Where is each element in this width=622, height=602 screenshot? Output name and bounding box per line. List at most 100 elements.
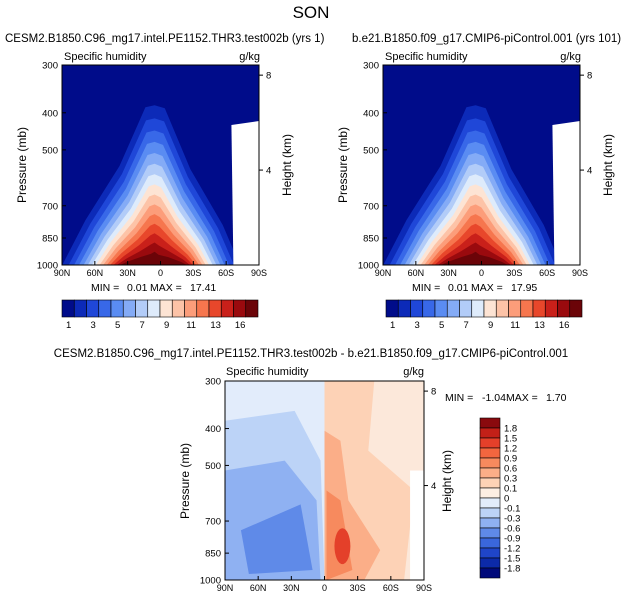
x-tick-label: 30S bbox=[350, 583, 366, 593]
y-tick-label: 850 bbox=[205, 549, 221, 560]
panel-3: CESM2.B1850.C96_mg17.intel.PE1152.THR3.t… bbox=[54, 348, 568, 593]
x-tick-label: 90N bbox=[54, 268, 71, 278]
colorbar-box bbox=[122, 299, 136, 318]
colorbar-box bbox=[557, 299, 571, 318]
panel-1-variable: Specific humidity bbox=[64, 51, 147, 63]
colorbar-box bbox=[479, 437, 501, 449]
x-tick-label: 90S bbox=[416, 583, 432, 593]
panel-1-title: CESM2.B1850.C96_mg17.intel.PE1152.THR3.t… bbox=[5, 33, 325, 45]
colorbar-box bbox=[479, 507, 501, 519]
colorbar-box bbox=[508, 299, 522, 318]
colorbar-box bbox=[184, 299, 198, 318]
y-tick-label: 850 bbox=[42, 234, 58, 245]
colorbar-box bbox=[61, 299, 75, 318]
colorbar-box bbox=[495, 299, 509, 318]
panel-3-y-axis: 300 400 500 700 850 1000 bbox=[200, 377, 229, 587]
colorbar-label: 16 bbox=[559, 320, 570, 331]
x-tick-label: 90N bbox=[217, 583, 234, 593]
colorbar-label: 9 bbox=[488, 320, 493, 331]
panel-1-max-value: 17.41 bbox=[190, 282, 216, 294]
y-tick-label: 300 bbox=[363, 61, 379, 72]
colorbar-label: 5 bbox=[439, 320, 444, 331]
panel-2-min-value: 0.01 bbox=[448, 282, 469, 294]
colorbar-label: -1.2 bbox=[504, 544, 520, 555]
panel-1-y-axis: 300 400 500 700 850 1000 bbox=[37, 61, 66, 272]
x-tick-label: 30N bbox=[283, 583, 300, 593]
panel-1-x-axis: 90N 60N 30N 0 30S 60S 90S bbox=[54, 261, 267, 278]
colorbar-label: 1.8 bbox=[504, 424, 517, 435]
colorbar-label: -0.3 bbox=[504, 514, 520, 525]
colorbar-box bbox=[171, 299, 185, 318]
contour-level bbox=[119, 251, 187, 265]
colorbar-box bbox=[479, 547, 501, 559]
colorbar-label: 16 bbox=[235, 320, 246, 331]
masked-region bbox=[231, 121, 259, 265]
panel-2-contours bbox=[383, 65, 580, 265]
panel-2-title: b.e21.B1850.f09_g17.CMIP6-piControl.001 … bbox=[352, 33, 621, 45]
colorbar-box bbox=[73, 299, 87, 318]
colorbar-box bbox=[569, 299, 583, 318]
colorbar-label: 3 bbox=[414, 320, 419, 331]
x-tick-label: 60N bbox=[250, 583, 267, 593]
x-tick-label: 60N bbox=[87, 268, 104, 278]
colorbar-box bbox=[434, 299, 448, 318]
colorbar-label: -0.6 bbox=[504, 524, 520, 535]
y-tick-label: 500 bbox=[205, 461, 221, 472]
colorbar-label: 7 bbox=[463, 320, 468, 331]
x-tick-label: 90S bbox=[251, 268, 267, 278]
colorbar-box bbox=[98, 299, 112, 318]
colorbar-box bbox=[446, 299, 460, 318]
colorbar-box bbox=[135, 299, 149, 318]
colorbar-box bbox=[422, 299, 436, 318]
colorbar-box bbox=[479, 427, 501, 439]
colorbar-label: -0.1 bbox=[504, 504, 520, 515]
x-tick-label: 90N bbox=[375, 268, 392, 278]
panel-3-ylabel: Pressure (mb) bbox=[178, 443, 192, 519]
y-tick-label: 400 bbox=[42, 108, 58, 119]
colorbar-box bbox=[520, 299, 534, 318]
x-tick-label: 0 bbox=[158, 268, 163, 278]
panel-2-colorbar: 1 3 5 7 9 11 13 16 bbox=[385, 299, 583, 331]
panel-3-contours bbox=[225, 381, 424, 580]
panel-3-variable: Specific humidity bbox=[226, 366, 309, 378]
colorbar-box bbox=[479, 417, 501, 429]
colorbar-label: 1.5 bbox=[504, 434, 517, 445]
colorbar-label: 11 bbox=[186, 320, 196, 331]
panel-3-min-value: -1.04 bbox=[482, 392, 506, 404]
colorbar-label: -1.8 bbox=[504, 564, 520, 575]
y-tick-label: 850 bbox=[363, 234, 379, 245]
panel-2-variable: Specific humidity bbox=[385, 51, 468, 63]
colorbar-label: 1 bbox=[66, 320, 71, 331]
colorbar-box bbox=[397, 299, 411, 318]
height-tick-label: 8 bbox=[266, 71, 271, 82]
colorbar-box bbox=[196, 299, 210, 318]
figure-title: SON bbox=[293, 3, 330, 22]
x-tick-label: 0 bbox=[479, 268, 484, 278]
panel-1-min-value: 0.01 bbox=[127, 282, 148, 294]
colorbar-label: 0.3 bbox=[504, 474, 517, 485]
y-tick-label: 700 bbox=[42, 201, 58, 212]
panel-2-max-value: 17.95 bbox=[511, 282, 537, 294]
height-tick-label: 8 bbox=[587, 71, 592, 82]
panel-3-min-label: MIN = bbox=[445, 392, 473, 404]
y-tick-label: 500 bbox=[363, 145, 379, 156]
colorbar-box bbox=[479, 457, 501, 469]
x-tick-label: 60S bbox=[383, 583, 399, 593]
height-tick-label: 4 bbox=[431, 481, 436, 492]
x-tick-label: 90S bbox=[572, 268, 588, 278]
colorbar-label: 0.6 bbox=[504, 464, 517, 475]
panel-3-max-value: 1.70 bbox=[546, 392, 567, 404]
panel-2-y-axis: 300 400 500 700 850 1000 bbox=[358, 61, 387, 272]
colorbar-box bbox=[233, 299, 247, 318]
colorbar-label: 1 bbox=[390, 320, 395, 331]
panel-3-ylabel-right: Height (km) bbox=[440, 450, 454, 512]
panel-2: b.e21.B1850.f09_g17.CMIP6-piControl.001 … bbox=[336, 33, 621, 331]
panel-1-max-label: MAX = bbox=[150, 282, 182, 294]
panel-1-ylabel: Pressure (mb) bbox=[15, 127, 29, 203]
colorbar-box bbox=[479, 517, 501, 529]
contour-level bbox=[440, 251, 508, 265]
panel-1: CESM2.B1850.C96_mg17.intel.PE1152.THR3.t… bbox=[5, 33, 325, 331]
colorbar-box bbox=[110, 299, 124, 318]
colorbar-label: 7 bbox=[139, 320, 144, 331]
x-tick-label: 0 bbox=[322, 583, 327, 593]
